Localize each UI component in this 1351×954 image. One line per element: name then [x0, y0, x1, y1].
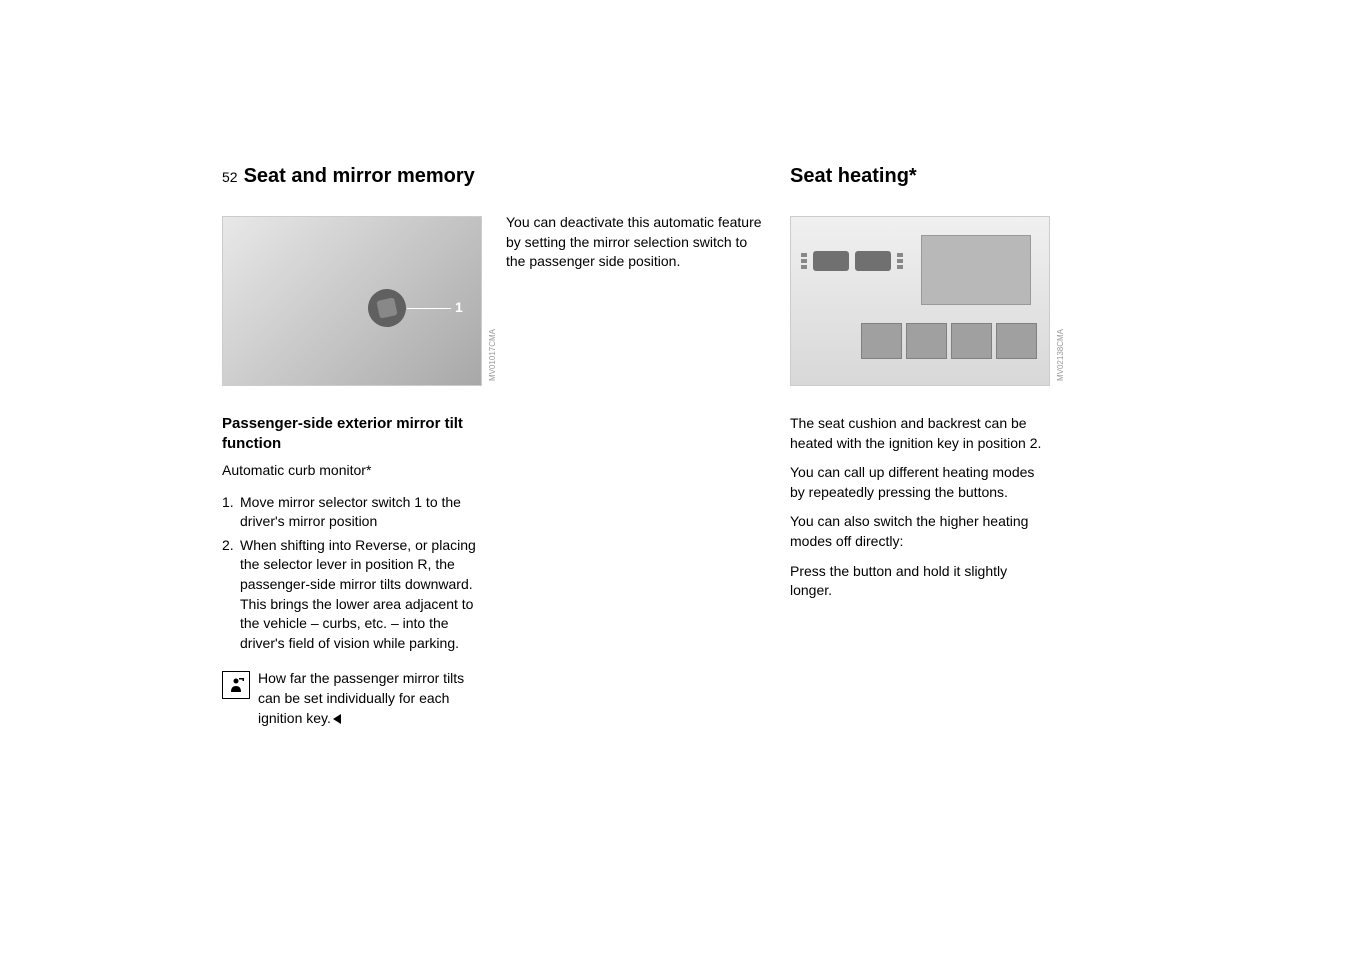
console-button	[996, 323, 1037, 359]
tip-note: How far the passenger mirror tilts can b…	[222, 669, 482, 728]
console-button-row	[861, 323, 1037, 359]
heat-level-indicator-right	[897, 253, 903, 269]
person-key-icon	[227, 676, 245, 694]
title-text: Seat and mirror memory	[244, 165, 475, 188]
heating-paragraph: You can also switch the higher heating m…	[790, 512, 1050, 551]
figure-code: MV01017CMA	[488, 329, 497, 381]
seat-heat-button-right	[855, 251, 891, 271]
end-marker-icon	[333, 714, 341, 724]
title-text: Seat heating*	[790, 165, 917, 188]
figure-code: MV02138CMA	[1056, 329, 1065, 381]
console-button	[861, 323, 902, 359]
deactivate-text: You can deactivate this automatic featur…	[506, 213, 766, 272]
step-item: When shifting into Reverse, or placing t…	[222, 536, 482, 654]
heating-paragraph: Press the button and hold it slightly lo…	[790, 562, 1050, 601]
callout-number: 1	[455, 299, 463, 315]
section-title-seat-mirror-memory: 52 Seat and mirror memory	[222, 165, 482, 188]
console-button	[906, 323, 947, 359]
spacer	[506, 165, 766, 213]
figure-mirror-switch: 1 MV01017CMA	[222, 216, 482, 386]
column-1: 52 Seat and mirror memory 1 MV01017CMA P…	[222, 165, 482, 728]
center-display	[921, 235, 1031, 305]
callout-line	[407, 308, 451, 309]
heater-buttons-group	[801, 251, 903, 271]
key-memory-icon	[222, 671, 250, 699]
heating-paragraph: You can call up different heating modes …	[790, 463, 1050, 502]
seat-heat-button-left	[813, 251, 849, 271]
figure-seat-heating-console: MV02138CMA	[790, 216, 1050, 386]
mirror-switch-illustration	[364, 285, 409, 330]
step-item: Move mirror selector switch 1 to the dri…	[222, 493, 482, 532]
dashboard-panel	[791, 217, 1049, 385]
console-button	[951, 323, 992, 359]
page-number: 52	[222, 169, 238, 185]
section-title-seat-heating: Seat heating*	[790, 165, 1050, 188]
column-2: You can deactivate this automatic featur…	[506, 165, 766, 728]
subsection-title-mirror-tilt: Passenger-side exterior mirror tilt func…	[222, 414, 482, 453]
column-3: Seat heating* MV02138CMA T	[790, 165, 1050, 728]
steps-list: Move mirror selector switch 1 to the dri…	[222, 493, 482, 654]
manual-page: 52 Seat and mirror memory 1 MV01017CMA P…	[0, 0, 1351, 728]
heating-paragraph: The seat cushion and backrest can be hea…	[790, 414, 1050, 453]
heat-level-indicator-left	[801, 253, 807, 269]
tip-text: How far the passenger mirror tilts can b…	[258, 669, 482, 728]
subhead-curb-monitor: Automatic curb monitor*	[222, 461, 482, 481]
